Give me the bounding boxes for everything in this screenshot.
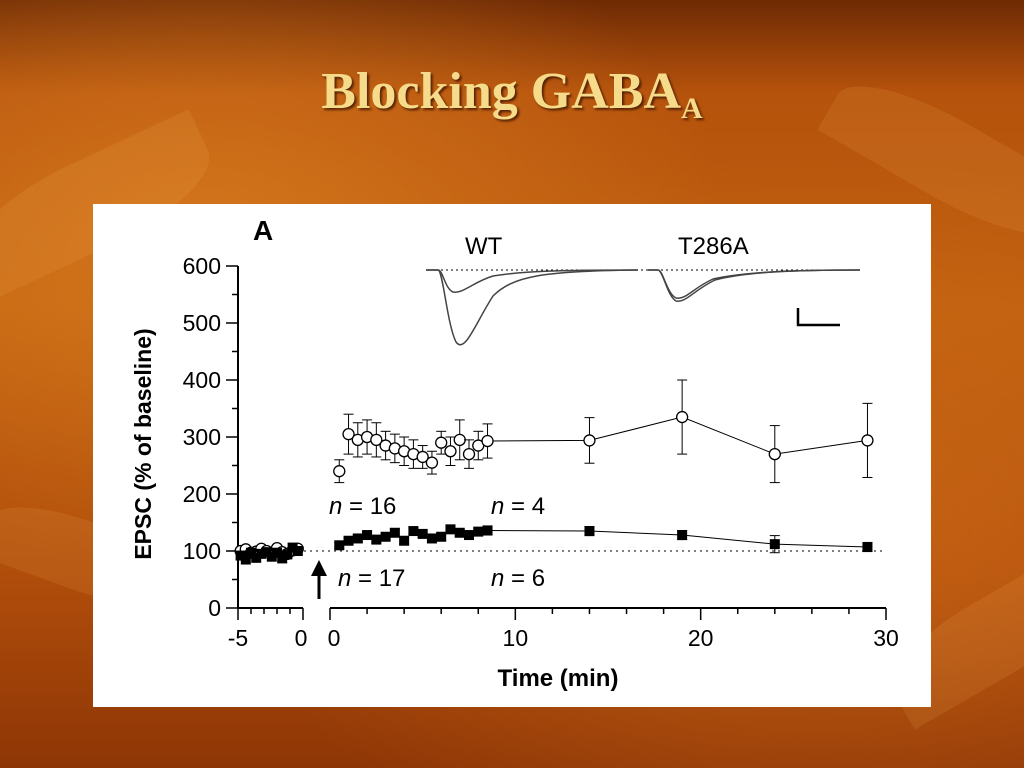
n-t286a-late-n: n: [491, 565, 504, 592]
data-point: [333, 465, 346, 478]
x-tick-label: 0: [295, 625, 308, 651]
series-t286a: [235, 524, 873, 565]
data-point: [768, 447, 781, 461]
data-point: [454, 527, 465, 538]
data-point: [861, 434, 874, 447]
inset-trace-wt-post: [426, 269, 639, 346]
y-tick-label: 400: [183, 367, 221, 393]
inset-trace-wt-control: [426, 269, 639, 293]
data-point: [862, 542, 873, 553]
data-point: [256, 548, 267, 559]
data-point: [445, 524, 456, 535]
data-point: [277, 553, 288, 564]
series-wt: [234, 379, 874, 561]
data-point: [453, 433, 466, 447]
data-point: [282, 549, 293, 560]
n-wt-early-value: = 16: [342, 493, 396, 520]
x-tick-label: -5: [228, 625, 248, 651]
drug-arrow: [311, 560, 327, 599]
data-point: [408, 526, 419, 537]
data-point: [444, 445, 457, 458]
data-point: [334, 540, 345, 551]
x-tick-label: 10: [503, 625, 529, 651]
data-point: [251, 552, 262, 563]
data-point: [371, 534, 382, 545]
data-point: [235, 550, 246, 561]
inset-traces: WT T286A: [426, 233, 861, 346]
inset-scale-bar: [796, 308, 840, 327]
x-axis-label: Time (min): [498, 665, 619, 692]
y-axis-label: EPSC (% of baseline): [130, 328, 156, 559]
y-ticks: 0 100 200 300 400 500 600: [183, 253, 238, 621]
y-tick-label: 200: [183, 481, 221, 507]
inset-label-t286a: T286A: [678, 233, 749, 260]
arrow-head: [311, 560, 327, 576]
data-point: [677, 530, 688, 541]
slide-title-main: Blocking GABA: [321, 63, 682, 120]
slide-title-subscript: A: [681, 92, 703, 125]
data-point: [425, 456, 439, 469]
data-point: [399, 535, 410, 546]
data-point: [343, 535, 354, 546]
data-point: [287, 542, 298, 553]
data-point: [246, 547, 256, 558]
panel-label: A: [253, 215, 273, 246]
x-tick-label: 30: [873, 625, 899, 651]
x-ticks: -5 0 0 10 20 30: [228, 608, 899, 651]
data-point: [272, 547, 282, 558]
chart-figure: A 0 100 200 300 400 500 600 -5 0 0 10 20 30 EPSC (%…: [93, 204, 931, 707]
data-point: [240, 554, 251, 565]
data-point: [292, 546, 303, 556]
data-point: [426, 533, 437, 544]
data-point: [261, 547, 272, 558]
data-point: [473, 526, 484, 537]
data-point: [342, 427, 355, 441]
data-point: [370, 433, 383, 447]
data-point: [464, 530, 474, 541]
y-tick-label: 300: [183, 424, 221, 450]
data-point: [417, 528, 428, 539]
data-point: [389, 527, 400, 538]
n-t286a-early-n: n: [338, 565, 351, 592]
x-tick-label: 0: [328, 625, 341, 651]
n-wt-late: n = 4: [491, 493, 545, 520]
n-t286a-early: n = 17: [338, 565, 405, 592]
n-t286a-late: n = 6: [491, 565, 545, 592]
n-wt-early-n: n: [329, 493, 342, 520]
n-t286a-early-value: = 17: [351, 565, 405, 592]
inset-label-wt: WT: [465, 233, 503, 260]
data-point: [481, 434, 494, 448]
n-wt-late-value: = 4: [504, 493, 545, 520]
inset-trace-t286a-post: [648, 269, 861, 302]
series-line: [487, 416, 868, 455]
data-point: [266, 551, 277, 562]
data-point: [584, 526, 595, 537]
data-point: [769, 539, 780, 550]
data-point: [583, 434, 596, 447]
data-point: [675, 410, 689, 424]
data-point: [462, 447, 476, 461]
n-wt-early: n = 16: [329, 493, 396, 520]
data-point: [436, 531, 447, 542]
n-wt-late-n: n: [491, 493, 504, 520]
y-tick-label: 100: [183, 538, 221, 564]
data-point: [482, 525, 493, 536]
data-point: [362, 530, 373, 541]
data-point: [352, 533, 363, 544]
y-tick-label: 600: [183, 253, 221, 279]
x-tick-label: 20: [688, 625, 714, 651]
n-t286a-late-value: = 6: [504, 565, 545, 592]
y-tick-label: 0: [208, 595, 221, 621]
data-point: [435, 436, 448, 449]
data-point: [416, 450, 429, 464]
y-tick-label: 500: [183, 310, 221, 336]
slide-title: Blocking GABAA: [0, 62, 1024, 126]
data-point: [380, 531, 391, 542]
